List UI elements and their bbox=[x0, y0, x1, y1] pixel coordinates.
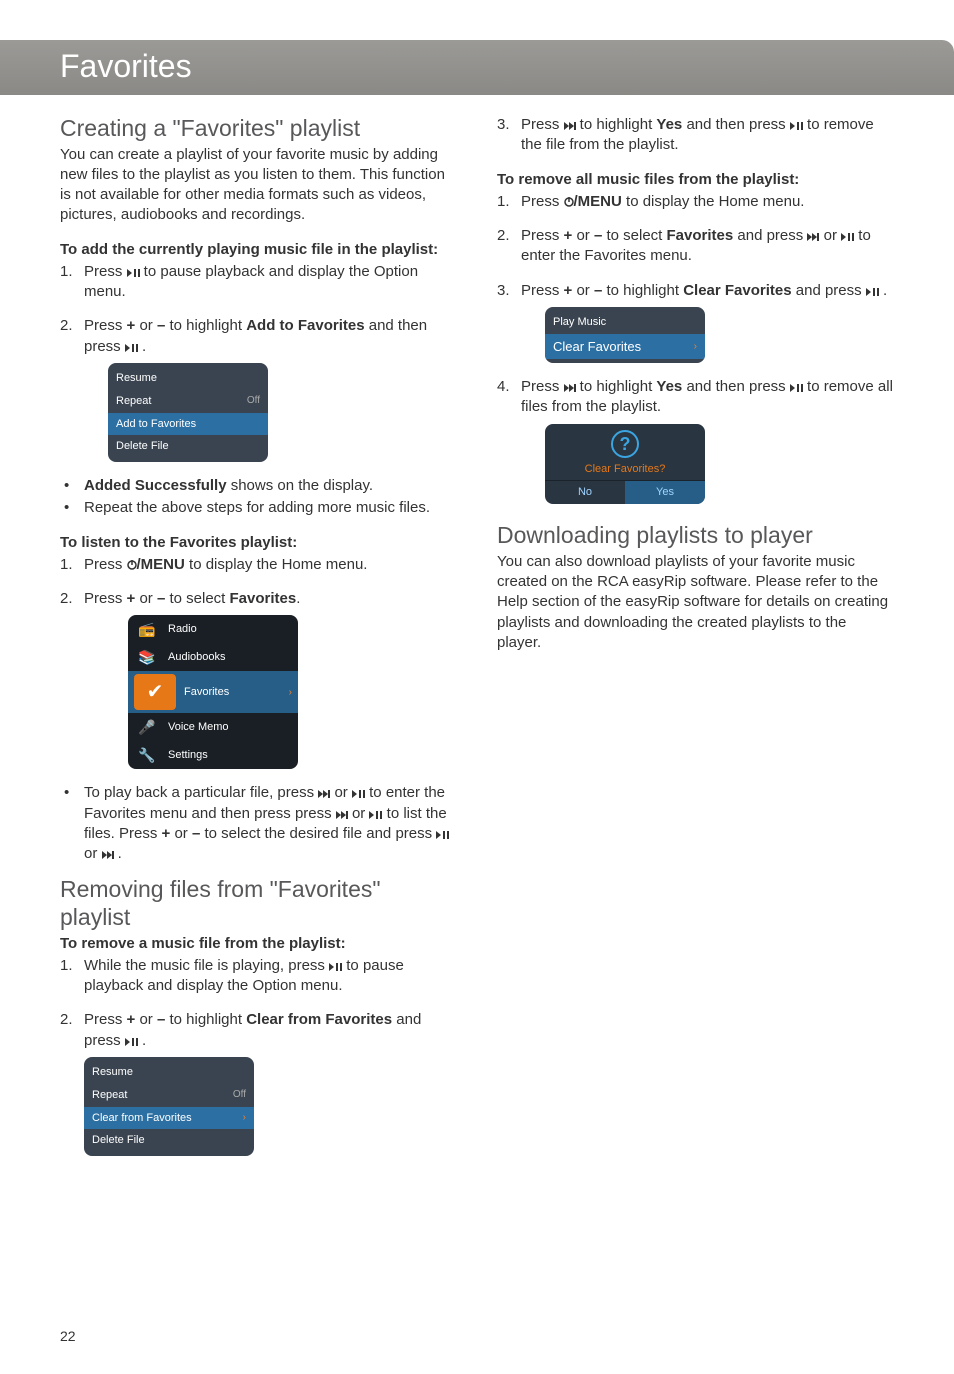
menu-item-repeat: RepeatOff bbox=[108, 390, 268, 413]
audiobooks-icon: 📚 bbox=[134, 646, 160, 668]
option-menu-clear: Resume RepeatOff Clear from Favorites› D… bbox=[84, 1057, 254, 1156]
left-column: Creating a "Favorites" playlist You can … bbox=[60, 115, 457, 1170]
home-item-audiobooks: 📚Audiobooks bbox=[128, 643, 298, 671]
menu-item-play-music: Play Music bbox=[545, 311, 705, 334]
download-body: You can also download playlists of your … bbox=[497, 552, 894, 653]
section-tab-header: Favorites bbox=[0, 40, 954, 95]
fwd-icon bbox=[102, 851, 114, 859]
play-pause-icon bbox=[125, 344, 138, 352]
fwd-icon bbox=[564, 122, 576, 130]
added-successfully-note: Added Successfully shows on the display. bbox=[60, 476, 457, 496]
radio-icon: 📻 bbox=[134, 618, 160, 640]
play-pause-icon bbox=[866, 288, 879, 296]
fwd-icon bbox=[564, 384, 576, 392]
repeat-steps-note: Repeat the above steps for adding more m… bbox=[60, 498, 457, 518]
add-step-1: Press to pause playback and display the … bbox=[60, 262, 457, 303]
create-intro-text: You can create a playlist of your favori… bbox=[60, 145, 457, 226]
favorites-menu: Play Music Clear Favorites› bbox=[545, 307, 705, 363]
power-icon bbox=[564, 197, 574, 207]
add-lead: To add the currently playing music file … bbox=[60, 240, 457, 260]
fwd-icon bbox=[318, 790, 330, 798]
play-pause-icon bbox=[125, 1038, 138, 1046]
chevron-right-icon: › bbox=[243, 1111, 246, 1125]
home-menu: 📻Radio 📚Audiobooks ✔Favorites› 🎤Voice Me… bbox=[128, 615, 298, 769]
heading-remove-favorites: Removing files from "Favorites" playlist bbox=[60, 876, 457, 931]
voicememo-icon: 🎤 bbox=[134, 716, 160, 738]
removeall-step-2: Press + or – to select Favorites and pre… bbox=[497, 226, 894, 267]
home-item-voicememo: 🎤Voice Memo bbox=[128, 713, 298, 741]
play-pause-icon bbox=[127, 269, 140, 277]
confirm-no: No bbox=[545, 481, 625, 504]
removeall-step-3: Press + or – to highlight Clear Favorite… bbox=[497, 281, 894, 364]
confirm-question: Clear Favorites? bbox=[585, 462, 666, 477]
fwd-icon bbox=[336, 811, 348, 819]
removeall-step-4: Press to highlight Yes and then press to… bbox=[497, 377, 894, 504]
power-icon bbox=[127, 560, 137, 570]
menu-item-clear-favorites: Clear from Favorites› bbox=[84, 1107, 254, 1130]
option-menu-add: Resume RepeatOff Add to Favorites Delete… bbox=[108, 363, 268, 462]
menu-item-clear-favorites: Clear Favorites› bbox=[545, 334, 705, 360]
listen-step-2: Press + or – to select Favorites. 📻Radio… bbox=[60, 589, 457, 769]
play-pause-icon bbox=[369, 811, 382, 819]
menu-item-resume: Resume bbox=[108, 367, 268, 390]
favorites-icon: ✔ bbox=[134, 674, 176, 710]
heading-download-playlists: Downloading playlists to player bbox=[497, 522, 894, 550]
removeall-step-1: Press /MENU to display the Home menu. bbox=[497, 192, 894, 212]
listen-step-1: Press /MENU to display the Home menu. bbox=[60, 555, 457, 575]
menu-item-delete: Delete File bbox=[84, 1129, 254, 1152]
play-pause-icon bbox=[329, 963, 342, 971]
play-pause-icon bbox=[790, 384, 803, 392]
right-column: Press to highlight Yes and then press to… bbox=[497, 115, 894, 1170]
fwd-icon bbox=[807, 233, 819, 241]
remove-all-lead: To remove all music files from the playl… bbox=[497, 170, 894, 190]
heading-create-favorites: Creating a "Favorites" playlist bbox=[60, 115, 457, 143]
add-step-2: Press + or – to highlight Add to Favorit… bbox=[60, 316, 457, 462]
playback-note: To play back a particular file, press or… bbox=[60, 783, 457, 864]
chevron-right-icon: › bbox=[694, 340, 697, 354]
play-pause-icon bbox=[790, 122, 803, 130]
home-item-favorites: ✔Favorites› bbox=[128, 671, 298, 713]
listen-lead: To listen to the Favorites playlist: bbox=[60, 533, 457, 553]
play-pause-icon bbox=[436, 831, 449, 839]
menu-item-repeat: RepeatOff bbox=[84, 1084, 254, 1107]
chevron-right-icon: › bbox=[289, 686, 292, 700]
home-item-radio: 📻Radio bbox=[128, 615, 298, 643]
menu-item-delete: Delete File bbox=[108, 435, 268, 458]
home-item-settings: 🔧Settings bbox=[128, 741, 298, 769]
remove-step-2: Press + or – to highlight Clear from Fav… bbox=[60, 1010, 457, 1156]
confirm-yes: Yes bbox=[625, 481, 705, 504]
menu-item-add-favorites: Add to Favorites bbox=[108, 413, 268, 436]
page-number: 22 bbox=[60, 1328, 76, 1344]
remove-step-3: Press to highlight Yes and then press to… bbox=[497, 115, 894, 156]
play-pause-icon bbox=[841, 233, 854, 241]
remove-step-1: While the music file is playing, press t… bbox=[60, 956, 457, 997]
question-icon: ? bbox=[611, 430, 639, 458]
settings-icon: 🔧 bbox=[134, 744, 160, 766]
remove-lead: To remove a music file from the playlist… bbox=[60, 934, 457, 954]
confirm-dialog: ? Clear Favorites? No Yes bbox=[545, 424, 705, 505]
menu-item-resume: Resume bbox=[84, 1061, 254, 1084]
play-pause-icon bbox=[352, 790, 365, 798]
